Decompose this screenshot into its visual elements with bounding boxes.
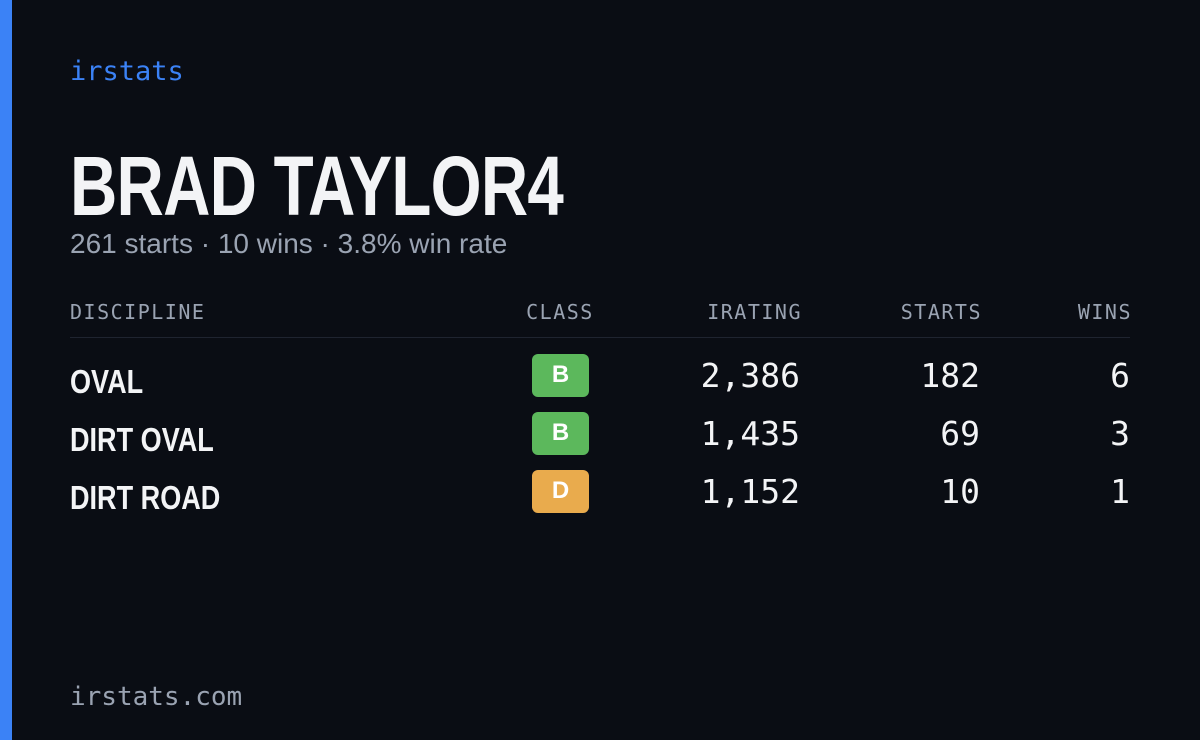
column-header: DISCIPLINE bbox=[70, 300, 206, 324]
irating: 1,435 bbox=[700, 414, 800, 453]
divider bbox=[70, 337, 1130, 338]
class-badge: B bbox=[532, 354, 589, 397]
wins: 1 bbox=[1110, 472, 1130, 511]
irating: 2,386 bbox=[700, 356, 800, 395]
wins: 3 bbox=[1110, 414, 1130, 453]
class-badge: D bbox=[532, 470, 589, 513]
column-header: CLASS bbox=[526, 300, 594, 324]
column-header: STARTS bbox=[900, 300, 982, 324]
starts: 69 bbox=[940, 414, 980, 453]
discipline: DIRT OVAL bbox=[70, 421, 214, 458]
starts: 182 bbox=[920, 356, 980, 395]
footer-url: irstats.com bbox=[70, 682, 243, 712]
title: BRAD TAYLOR4 bbox=[70, 139, 564, 233]
discipline: DIRT ROAD bbox=[70, 479, 221, 516]
class-badge: B bbox=[532, 412, 589, 455]
column-header: IRATING bbox=[707, 300, 802, 324]
brand: irstats bbox=[70, 56, 184, 87]
column-header: WINS bbox=[1077, 300, 1132, 324]
discipline: OVAL bbox=[70, 363, 144, 400]
starts: 10 bbox=[940, 472, 980, 511]
irating: 1,152 bbox=[700, 472, 800, 511]
accent-bar bbox=[0, 0, 12, 740]
subtitle: 261 starts · 10 wins · 3.8% win rate bbox=[70, 228, 508, 259]
wins: 6 bbox=[1110, 356, 1130, 395]
